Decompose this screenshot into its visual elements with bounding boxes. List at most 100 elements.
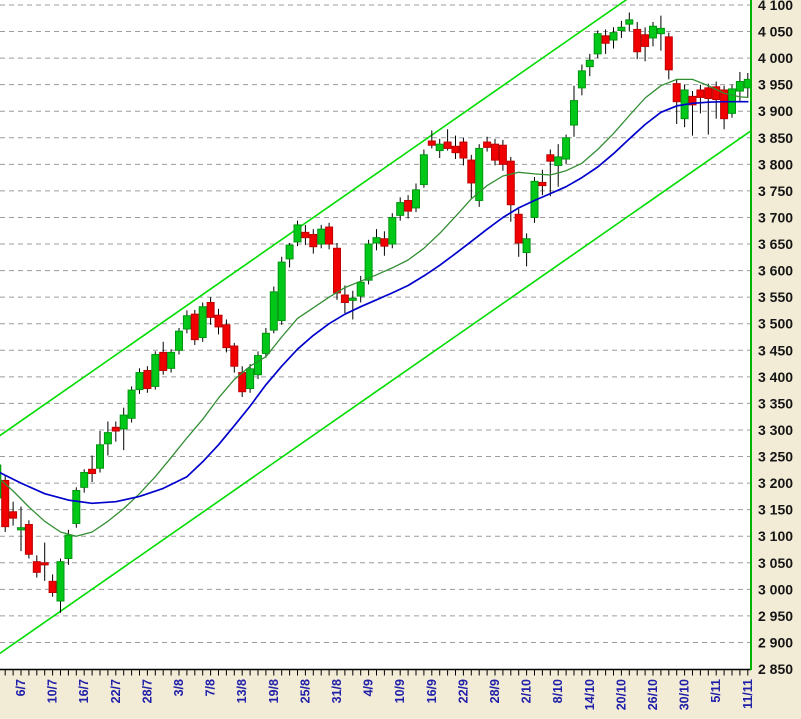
x-axis-label: 31/8	[330, 679, 344, 703]
y-axis-label: 3 200	[758, 475, 793, 491]
candle-body-down	[24, 524, 33, 555]
candle	[254, 351, 262, 379]
candle-body-down	[498, 144, 507, 165]
candle	[9, 501, 18, 526]
candle	[340, 285, 349, 314]
candle	[48, 574, 57, 597]
candle-body-up	[80, 471, 89, 488]
candle	[17, 506, 25, 552]
candle-body-down	[688, 95, 697, 106]
candle	[167, 349, 176, 373]
candle-body-up	[254, 355, 262, 376]
candle-body-up	[435, 143, 444, 152]
y-axis-label: 3 650	[758, 236, 793, 252]
y-axis-label: 3 050	[758, 555, 793, 571]
candle-body-down	[704, 87, 713, 99]
candle-body-up	[419, 154, 428, 186]
candle-body-up	[317, 228, 326, 245]
candle-body-up	[554, 156, 563, 166]
candle-body-up	[269, 291, 278, 331]
candle	[72, 487, 81, 528]
moving-average-lines	[0, 78, 749, 537]
candle-body-down	[222, 324, 231, 349]
candle	[443, 129, 452, 151]
candle-body-up	[72, 490, 81, 524]
candle-body-up	[388, 216, 397, 245]
x-axis-label: 22/7	[109, 679, 123, 703]
candle	[475, 144, 484, 207]
candle-body-down	[48, 580, 57, 594]
candle-body-down	[325, 226, 334, 245]
y-axis-label: 3 150	[758, 502, 793, 518]
candle-body-down	[664, 36, 673, 71]
y-axis-label: 3 600	[758, 263, 793, 279]
candle	[261, 327, 270, 358]
candle-body-down	[506, 160, 515, 206]
candle	[491, 138, 499, 166]
candle	[206, 297, 215, 325]
candle	[143, 366, 152, 393]
y-axis-label: 3 800	[758, 156, 793, 172]
candle	[704, 83, 713, 135]
candle	[80, 469, 89, 493]
x-axis-label: 26/10	[646, 679, 660, 710]
candle	[601, 29, 610, 54]
trend-channel-upper	[0, 0, 628, 437]
candle-body-down	[301, 231, 310, 239]
candle-body-down	[111, 426, 120, 432]
candle	[325, 222, 334, 250]
y-axis-label: 3 950	[758, 77, 793, 93]
y-axis-label: 4 100	[758, 0, 793, 13]
candle	[135, 368, 144, 394]
candle	[522, 233, 531, 267]
candle	[546, 149, 555, 197]
x-axis-label: 30/10	[678, 679, 692, 710]
candle-body-down	[538, 181, 547, 187]
y-axis-label: 3 300	[758, 422, 793, 438]
candle-body-down	[514, 213, 523, 244]
candle	[182, 310, 191, 334]
candle-body-up	[609, 32, 618, 41]
candle	[396, 197, 405, 221]
candle-body-up	[285, 244, 294, 260]
candle	[649, 21, 657, 47]
candle	[151, 351, 160, 390]
candle	[111, 421, 120, 442]
candle	[64, 529, 73, 565]
y-axis-label: 3 100	[758, 528, 793, 544]
candle-body-up	[656, 27, 665, 35]
candle-body-down	[459, 141, 468, 159]
candle	[498, 139, 507, 171]
candle-body-up	[348, 297, 357, 301]
x-axis-label: 19/8	[267, 679, 281, 703]
candle-body-up	[64, 534, 73, 560]
y-axis-label: 3 000	[758, 581, 793, 597]
candle	[419, 149, 428, 188]
candle-body-up	[135, 372, 144, 391]
candle-body-up	[261, 332, 270, 354]
y-axis-label: 4 000	[758, 50, 793, 66]
candle-body-up	[246, 368, 255, 390]
candle-body-down	[32, 561, 41, 573]
x-axis-label: 10/7	[46, 679, 60, 703]
x-axis-label: 5/11	[709, 679, 723, 703]
trend-channel-lines	[0, 0, 750, 655]
candle	[103, 421, 112, 456]
candle-body-down	[190, 313, 199, 341]
candle	[656, 15, 665, 51]
candle-body-up	[56, 561, 65, 602]
y-axis-label: 3 250	[758, 449, 793, 465]
candle	[617, 20, 626, 38]
candle	[696, 84, 705, 114]
candle	[467, 154, 476, 199]
x-axis-label: 8/10	[551, 679, 565, 703]
y-axis-label: 2 850	[758, 661, 793, 677]
candle	[570, 85, 578, 137]
candle-body-up	[522, 238, 531, 254]
candle-body-up	[96, 444, 104, 469]
candle	[159, 341, 168, 375]
candle-body-up	[364, 243, 373, 281]
x-axis-label: 6/7	[14, 679, 28, 696]
candle-body-down	[88, 468, 97, 475]
